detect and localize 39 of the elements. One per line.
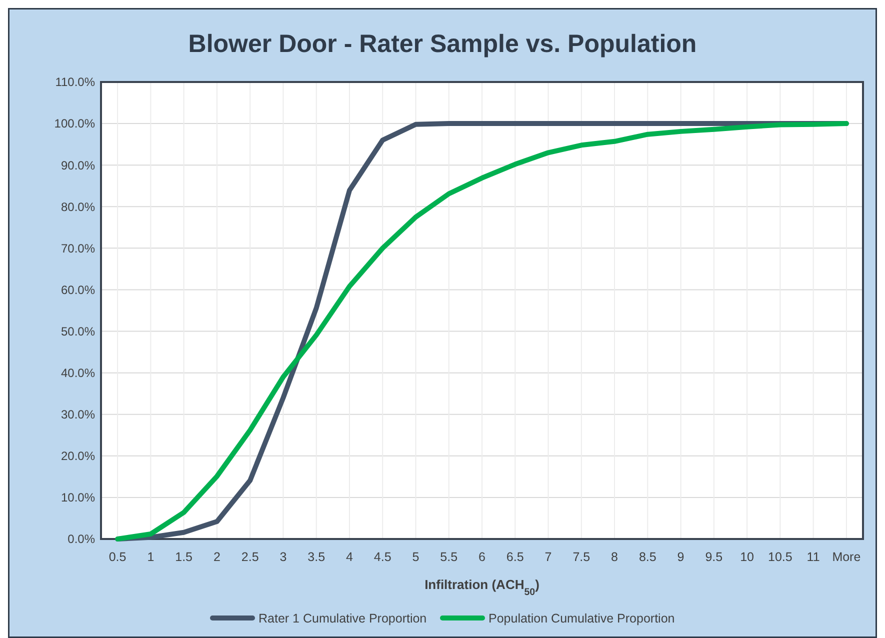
x-tick-label: 8.5	[638, 550, 656, 564]
y-tick-label: 70.0%	[60, 241, 96, 256]
y-tick-label: 90.0%	[60, 158, 96, 172]
y-tick-label: 20.0%	[60, 449, 96, 464]
x-tick-label: 8	[611, 550, 618, 564]
x-tick-label: 0.5	[108, 550, 126, 564]
x-tick-label: 2.5	[241, 550, 259, 564]
y-tick-label: 100.0%	[54, 116, 96, 131]
y-tick-label: 30.0%	[60, 408, 96, 422]
x-tick-label: More	[832, 550, 861, 564]
x-tick-label: 5	[412, 550, 420, 564]
x-tick-label: 3.5	[308, 550, 326, 564]
x-tick-label: 6.5	[506, 550, 524, 564]
x-tick-label: 7.5	[572, 550, 590, 564]
x-tick-label: 4	[346, 550, 353, 564]
x-tick-label: 9	[677, 550, 684, 564]
x-tick-label: 1.5	[175, 550, 193, 564]
chart-title: Blower Door - Rater Sample vs. Population	[188, 30, 697, 58]
x-tick-label: 10.5	[768, 550, 792, 564]
x-tick-label: 3	[280, 550, 287, 564]
x-axis-title: Infiltration (ACH$_{50}$)	[424, 577, 540, 598]
legend-label: Population Cumulative Proportion	[488, 611, 675, 626]
x-tick-label: 4.5	[374, 550, 392, 564]
x-tick-label: 6	[478, 550, 486, 564]
y-tick-label: 10.0%	[60, 490, 96, 505]
y-tick-label: 0.0%	[68, 532, 96, 546]
x-tick-label: 1	[147, 550, 154, 564]
x-tick-label: 9.5	[705, 550, 723, 564]
x-tick-label: 5.5	[440, 550, 458, 564]
y-tick-label: 60.0%	[60, 282, 96, 297]
x-tick-label: 2	[213, 550, 220, 564]
legend-label: Rater 1 Cumulative Proportion	[258, 611, 427, 626]
y-tick-label: 40.0%	[60, 366, 96, 380]
x-tick-label: 10	[740, 550, 754, 564]
y-tick-label: 80.0%	[60, 200, 96, 214]
x-tick-label: 11	[806, 550, 820, 564]
y-tick-label: 110.0%	[55, 75, 96, 90]
y-tick-label: 50.0%	[60, 324, 96, 338]
x-tick-label: 7	[544, 550, 552, 564]
